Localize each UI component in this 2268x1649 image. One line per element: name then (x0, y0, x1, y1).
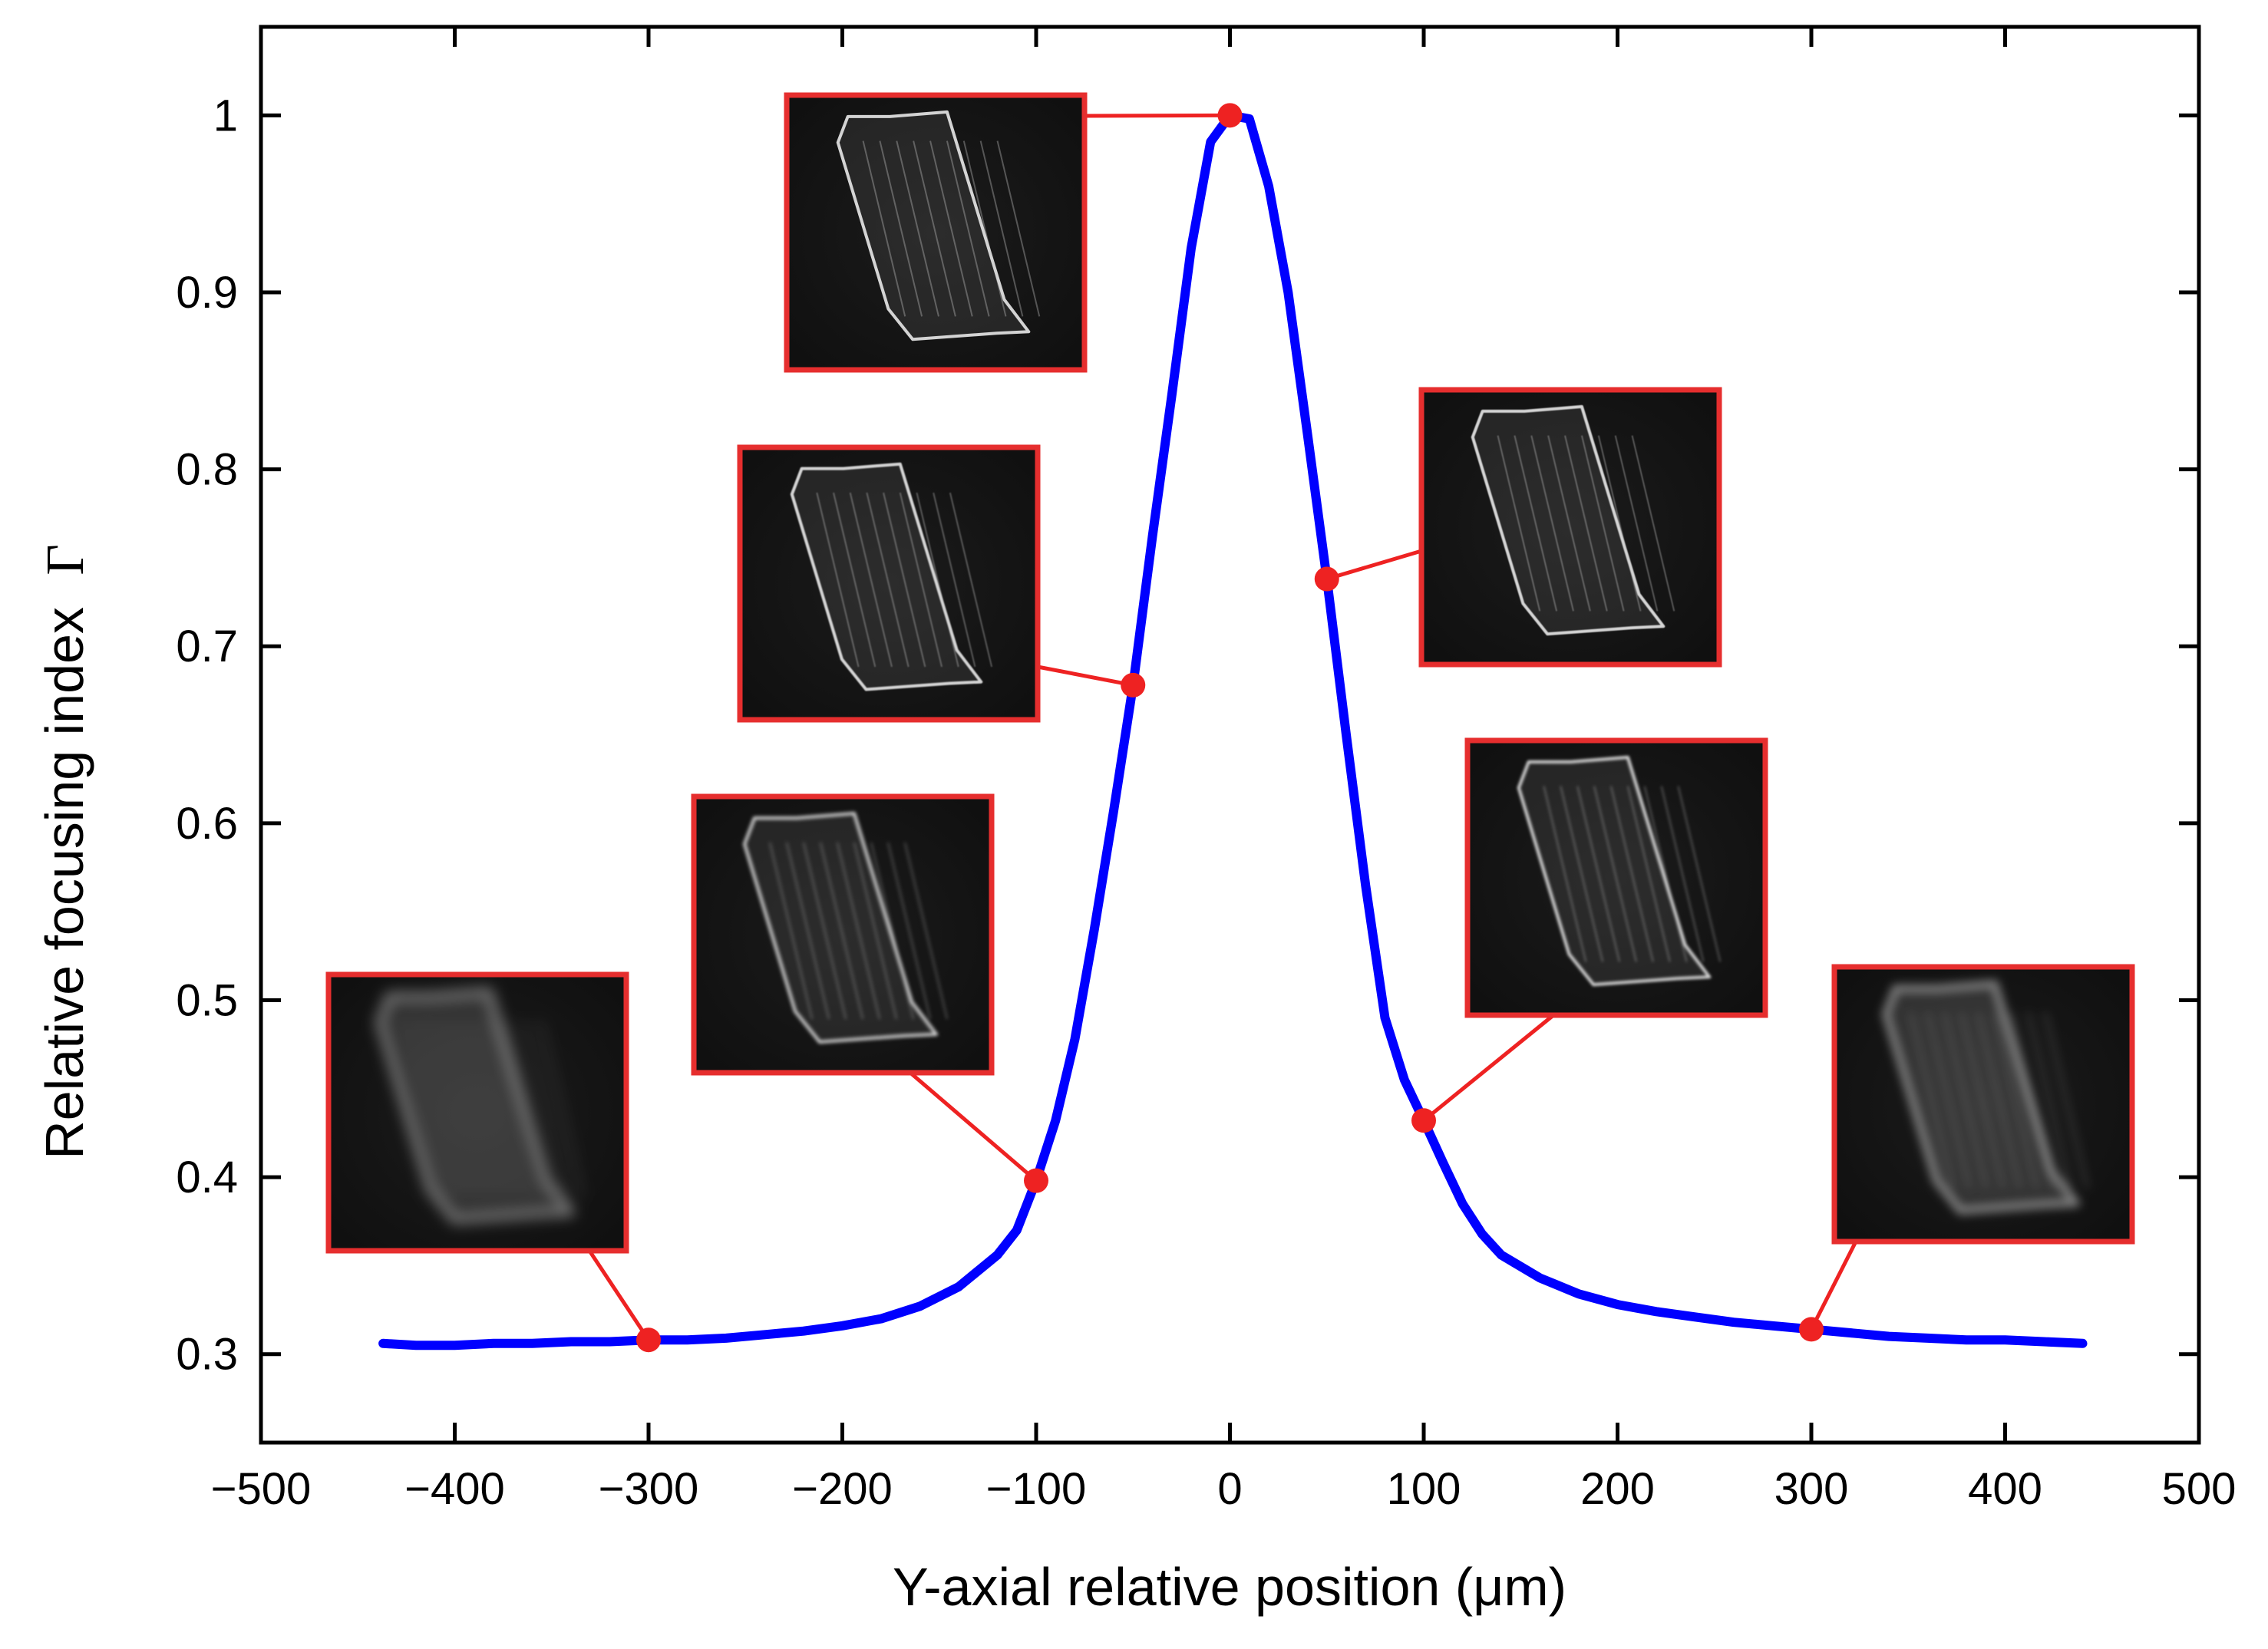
cell-image-2 (790, 462, 993, 691)
inset-border (737, 444, 1041, 723)
inset-0 (784, 92, 1088, 373)
connector-line (587, 1249, 651, 1341)
inset-minus300 (325, 971, 629, 1254)
x-tick-label: 300 (1774, 1464, 1849, 1514)
x-tick-label: 100 (1387, 1464, 1461, 1514)
connector-line (1422, 1014, 1555, 1123)
cell-image-3 (836, 110, 1041, 341)
x-tick-label: 200 (1580, 1464, 1655, 1514)
inset-border (1831, 964, 2135, 1245)
connector-line (909, 1071, 1038, 1182)
x-tick-label: 500 (2162, 1464, 2237, 1514)
cell-image-1 (743, 812, 948, 1044)
data-marker (1411, 1108, 1436, 1133)
series-line (378, 110, 2088, 1351)
inset-50 (1418, 387, 1722, 668)
inset-minus100 (691, 793, 995, 1076)
x-tick-label: 400 (1968, 1464, 2042, 1514)
y-tick-label: 0.7 (176, 622, 238, 671)
y-tick-label: 0.8 (176, 445, 238, 495)
connector-line (1809, 1240, 1858, 1331)
x-tick-label: −300 (599, 1464, 699, 1514)
data-marker (1217, 103, 1243, 128)
x-tick-label: −100 (986, 1464, 1087, 1514)
data-marker (1799, 1317, 1824, 1342)
cell-image-4 (1471, 404, 1675, 636)
connector-line (1037, 665, 1134, 688)
cell-image-0 (375, 988, 584, 1224)
inset-border (1418, 387, 1722, 668)
inset-minus50 (737, 444, 1041, 723)
y-axis-label-text: Relative focusing index (35, 607, 94, 1159)
y-tick-label: 0.3 (176, 1330, 238, 1380)
x-tick-label: −400 (404, 1464, 505, 1514)
data-marker (1314, 566, 1339, 592)
x-tick-label: −200 (792, 1464, 893, 1514)
connector-line (1084, 113, 1230, 118)
connector-line (1326, 549, 1422, 581)
inset-border (1464, 737, 1768, 1018)
data-marker (1024, 1168, 1048, 1193)
x-axis-label: Y-axial relative position (μm) (893, 1557, 1566, 1617)
inset-100 (1464, 737, 1768, 1018)
x-tick-label: 0 (1217, 1464, 1242, 1514)
data-marker (1121, 672, 1146, 698)
inset-300 (1831, 964, 2135, 1245)
inset-border (325, 971, 629, 1254)
y-tick-label: 0.6 (176, 799, 238, 849)
x-tick-label: −500 (211, 1464, 312, 1514)
inset-border (784, 92, 1088, 373)
cell-image-6 (1881, 979, 2090, 1215)
y-axis-label: Relative focusing index Γ (35, 544, 95, 1159)
y-tick-label: 0.5 (176, 975, 238, 1025)
y-tick-label: 1 (213, 91, 238, 140)
data-marker (636, 1327, 661, 1353)
y-tick-label: 0.4 (176, 1153, 238, 1202)
inset-border (691, 793, 995, 1076)
y-axis-label-symbol: Γ (36, 544, 95, 575)
y-tick-label: 0.9 (176, 268, 238, 318)
cell-image-5 (1517, 755, 1722, 987)
